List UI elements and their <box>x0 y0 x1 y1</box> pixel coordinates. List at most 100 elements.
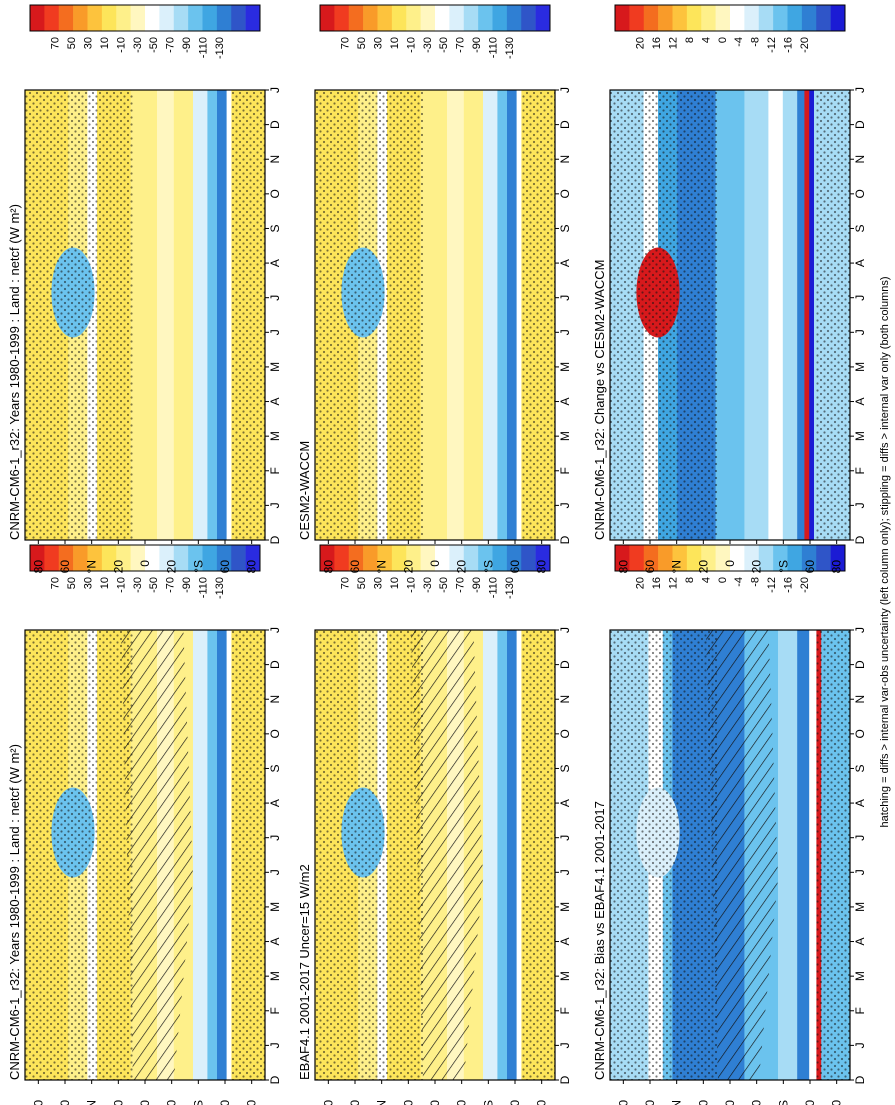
colorbar-tick-label: -30 <box>132 577 144 593</box>
colorbar-swatch <box>363 5 378 31</box>
month-tick-label: J <box>853 627 867 633</box>
hatching <box>411 630 483 1080</box>
colorbar-swatch <box>478 5 493 31</box>
field-band <box>207 90 218 540</box>
field-band <box>483 90 498 540</box>
colorbar-swatch <box>535 5 551 31</box>
colorbar-swatch <box>801 5 817 31</box>
figure-footer: hatching = diffs > internal var-obs unce… <box>879 276 891 827</box>
month-tick-label: D <box>853 1075 867 1084</box>
colorbar-swatch <box>202 545 218 571</box>
lat-tick-label: 20 <box>165 1100 179 1105</box>
field-band <box>497 90 508 540</box>
lat-tick-label: 0 <box>723 1100 737 1105</box>
lat-tick-label: 80 <box>535 1100 549 1105</box>
hatching <box>706 630 778 1080</box>
month-tick-label: J <box>268 869 282 875</box>
colorbar-swatch <box>73 5 88 31</box>
colorbar-swatch <box>506 545 522 571</box>
month-tick-label: M <box>558 431 572 441</box>
colorbar-tick-label: 70 <box>50 577 62 589</box>
colorbar-swatch <box>658 5 673 31</box>
month-tick-label: J <box>558 869 572 875</box>
colorbar-swatch <box>406 545 421 571</box>
field-band <box>804 90 810 540</box>
colorbar-tick-label: -12 <box>766 37 778 53</box>
colorbar-swatch <box>145 545 160 571</box>
colorbar-tick-label: 70 <box>340 577 352 589</box>
month-tick-label: J <box>853 295 867 301</box>
colorbar-swatch <box>101 545 117 571</box>
colorbar-swatch <box>145 5 160 31</box>
colorbar-swatch <box>449 5 465 31</box>
colorbar-swatch <box>216 5 232 31</box>
colorbar-swatch <box>202 5 218 31</box>
lat-tick-label: 60 <box>508 560 522 574</box>
colorbar-tick-label: -110 <box>488 577 500 598</box>
lat-tick-label: 80 <box>321 1100 335 1105</box>
lat-tick-label: °S <box>191 560 205 573</box>
lat-tick-label: 60 <box>218 560 232 574</box>
colorbar-swatch <box>521 5 536 31</box>
colorbar-swatch <box>830 5 846 31</box>
lat-tick-label: 20 <box>696 560 710 574</box>
month-tick-label: F <box>558 1007 572 1014</box>
colorbar-swatch <box>787 545 803 571</box>
colorbar-tick-label: -20 <box>799 577 811 593</box>
panel-title: CESM2-WACCM <box>297 441 312 540</box>
month-tick-label: D <box>558 660 572 669</box>
field-band <box>768 90 784 540</box>
lat-tick-label: 20 <box>455 560 469 574</box>
colorbar-tick-label: -4 <box>733 577 745 587</box>
month-tick-label: N <box>268 155 282 164</box>
colorbar-swatch <box>348 545 364 571</box>
lat-tick-label: °N <box>375 1100 389 1105</box>
month-tick-label: F <box>853 467 867 474</box>
colorbar-swatch <box>58 5 74 31</box>
colorbar-swatch <box>116 545 131 571</box>
colorbar-tick-label: 10 <box>389 577 401 589</box>
colorbar-swatch <box>506 5 522 31</box>
field-band <box>809 90 815 540</box>
lat-tick-label: 20 <box>455 1100 469 1105</box>
colorbar-swatch <box>30 545 45 571</box>
colorbar-swatch <box>535 545 551 571</box>
colorbar-tick-label: -130 <box>214 577 226 599</box>
colorbar-tick-label: -110 <box>198 577 210 598</box>
month-tick-label: J <box>268 329 282 335</box>
lat-tick-label: °S <box>481 560 495 573</box>
lat-tick-label: 60 <box>803 560 817 574</box>
lat-tick-label: 80 <box>321 560 335 574</box>
month-tick-label: S <box>853 224 867 232</box>
month-tick-label: N <box>558 155 572 164</box>
month-tick-label: D <box>558 535 572 544</box>
month-tick-label: S <box>268 764 282 772</box>
lat-tick-label: °S <box>776 560 790 573</box>
month-tick-label: A <box>853 398 867 406</box>
month-tick-label: J <box>558 1042 572 1048</box>
colorbar-swatch <box>686 545 702 571</box>
field-band <box>744 90 769 540</box>
month-tick-label: O <box>853 729 867 738</box>
month-tick-label: F <box>853 1007 867 1014</box>
colorbar-tick-label: 12 <box>668 577 680 589</box>
stippling <box>231 630 265 1080</box>
month-tick-label: F <box>268 1007 282 1014</box>
lat-tick-label: 80 <box>535 560 549 574</box>
colorbar-swatch <box>435 545 450 571</box>
panel-title: CNRM-CM6-1_r32: Bias vs EBAF4.1 2001-201… <box>592 801 607 1080</box>
colorbar-tick-label: 20 <box>635 37 647 49</box>
colorbar-swatch <box>159 5 175 31</box>
colorbar-swatch <box>216 545 232 571</box>
month-tick-label: D <box>268 120 282 129</box>
month-tick-label: J <box>268 627 282 633</box>
colorbar-swatch <box>130 5 146 31</box>
colorbar-swatch <box>672 545 688 571</box>
colorbar-tick-label: -130 <box>504 577 516 599</box>
month-tick-label: O <box>558 189 572 198</box>
colorbar-swatch <box>773 5 788 31</box>
lat-tick-label: 80 <box>245 560 259 574</box>
lat-tick-label: 80 <box>830 560 844 574</box>
stippling <box>521 630 555 1080</box>
colorbar-tick-label: -90 <box>471 37 483 53</box>
